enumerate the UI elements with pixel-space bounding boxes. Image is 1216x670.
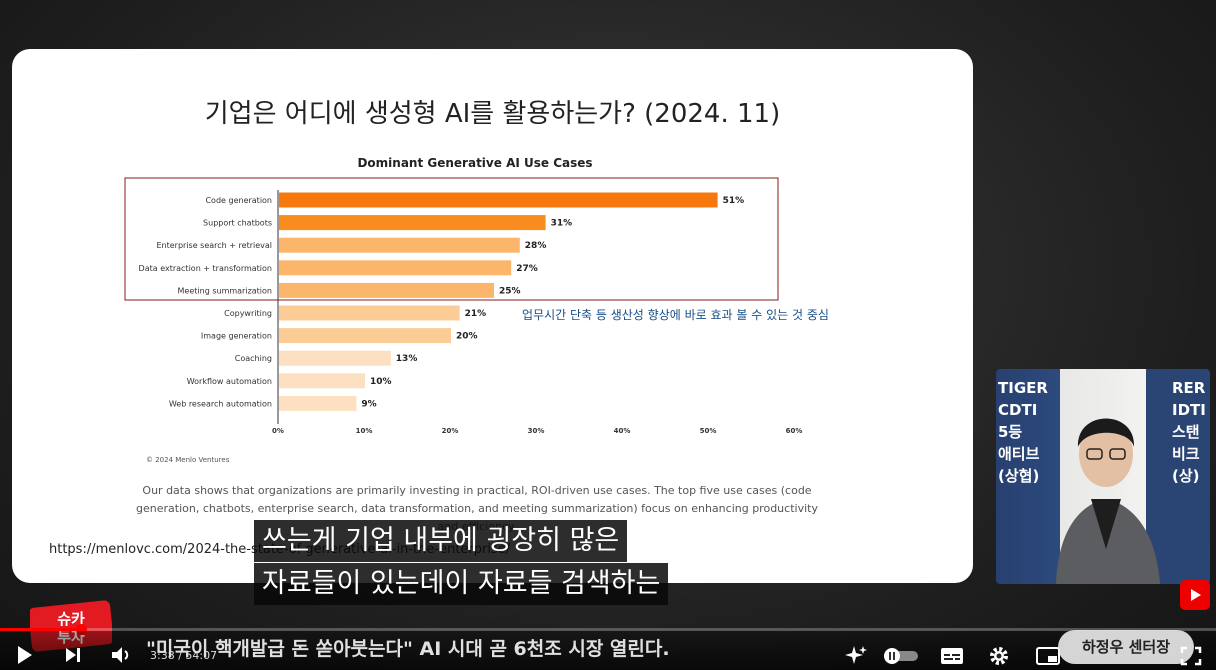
bar <box>279 328 451 344</box>
bar-chart: Code generation 51% Support chatbots 31% Ent… <box>124 177 803 435</box>
x-tick-label: 20% <box>442 427 459 435</box>
bar <box>279 237 520 253</box>
volume-icon[interactable] <box>110 645 132 665</box>
copyright: © 2024 Menlo Ventures <box>146 456 230 464</box>
settings-icon[interactable] <box>988 645 1010 667</box>
speaker-chip[interactable]: 하정우 센터장 <box>1058 630 1194 664</box>
play-icon[interactable] <box>16 645 34 665</box>
miniplayer-icon[interactable] <box>1036 647 1060 665</box>
category-label: Workflow automation <box>187 377 272 386</box>
chart-title: Dominant Generative AI Use Cases <box>357 156 593 170</box>
svg-text:슈카: 슈카 <box>57 610 85 628</box>
category-label: Copywriting <box>224 309 272 318</box>
bar <box>279 282 494 298</box>
bar <box>279 350 391 366</box>
value-label: 20% <box>456 332 478 342</box>
next-icon[interactable] <box>64 646 82 664</box>
progress-scrubber[interactable] <box>76 624 88 635</box>
x-tick-label: 10% <box>356 427 373 435</box>
category-label: Coaching <box>235 354 272 363</box>
category-label: Meeting summarization <box>178 286 272 295</box>
bar <box>279 395 357 411</box>
category-label: Code generation <box>205 196 272 205</box>
value-label: 21% <box>465 309 487 319</box>
value-label: 31% <box>551 219 573 229</box>
webcam-left-text: TIGER CDTI 5등 애티브 (상협) <box>998 379 1048 485</box>
video-title[interactable]: "미국이 핵개발급 돈 쏟아붓는다" AI 시대 곧 6천조 시장 열린다. <box>146 638 670 660</box>
x-tick-label: 30% <box>528 427 545 435</box>
x-tick-label: 40% <box>614 427 631 435</box>
webcam-overlay: TIGER CDTI 5등 애티브 (상협) RER IDTI 스탠 비크 (상) <box>996 369 1210 584</box>
x-tick-label: 0% <box>272 427 284 435</box>
webcam-right-text: RER IDTI 스탠 비크 (상) <box>1172 379 1206 485</box>
bar <box>279 373 365 389</box>
value-label: 51% <box>723 196 745 206</box>
bar <box>279 305 460 321</box>
progress-played <box>0 628 82 631</box>
presenter-figure <box>1056 418 1160 584</box>
x-tick-label: 60% <box>786 427 803 435</box>
slide-title: 기업은 어디에 생성형 AI를 활용하는가? (2024. 11) <box>204 99 781 129</box>
youtube-icon[interactable] <box>1180 580 1210 610</box>
value-label: 9% <box>361 399 376 409</box>
value-label: 27% <box>516 264 538 274</box>
sparkle-icon[interactable] <box>844 644 868 668</box>
bar <box>279 260 512 276</box>
category-label: Support chatbots <box>203 219 272 228</box>
player-controls <box>0 631 1216 670</box>
slide: 기업은 어디에 생성형 AI를 활용하는가? (2024. 11) Domina… <box>12 49 973 583</box>
progress-bar[interactable] <box>0 624 1216 635</box>
category-label: Data extraction + transformation <box>139 264 272 273</box>
time-display: 3:38 / 54:07 <box>150 649 218 662</box>
value-label: 25% <box>499 286 521 296</box>
value-label: 10% <box>370 377 392 387</box>
value-label: 13% <box>396 354 418 364</box>
caption-line-1: 쓰는게 기업 내부에 굉장히 많은 <box>254 520 628 562</box>
slide-annotation: 업무시간 단축 등 생산성 향상에 바로 효과 볼 수 있는 것 중심 <box>522 308 829 322</box>
x-tick-label: 50% <box>700 427 717 435</box>
category-label: Enterprise search + retrieval <box>156 241 272 250</box>
category-label: Image generation <box>201 332 272 341</box>
caption-line-2: 자료들이 있는데이 자료들 검색하는 <box>254 563 669 605</box>
fullscreen-icon[interactable] <box>1180 646 1202 666</box>
category-label: Web research automation <box>169 399 272 408</box>
autoplay-toggle[interactable] <box>884 648 918 664</box>
bar <box>279 192 718 208</box>
value-label: 28% <box>525 241 547 251</box>
highlight-box <box>124 177 779 301</box>
subtitles-icon[interactable] <box>940 646 964 666</box>
bar <box>279 215 546 231</box>
